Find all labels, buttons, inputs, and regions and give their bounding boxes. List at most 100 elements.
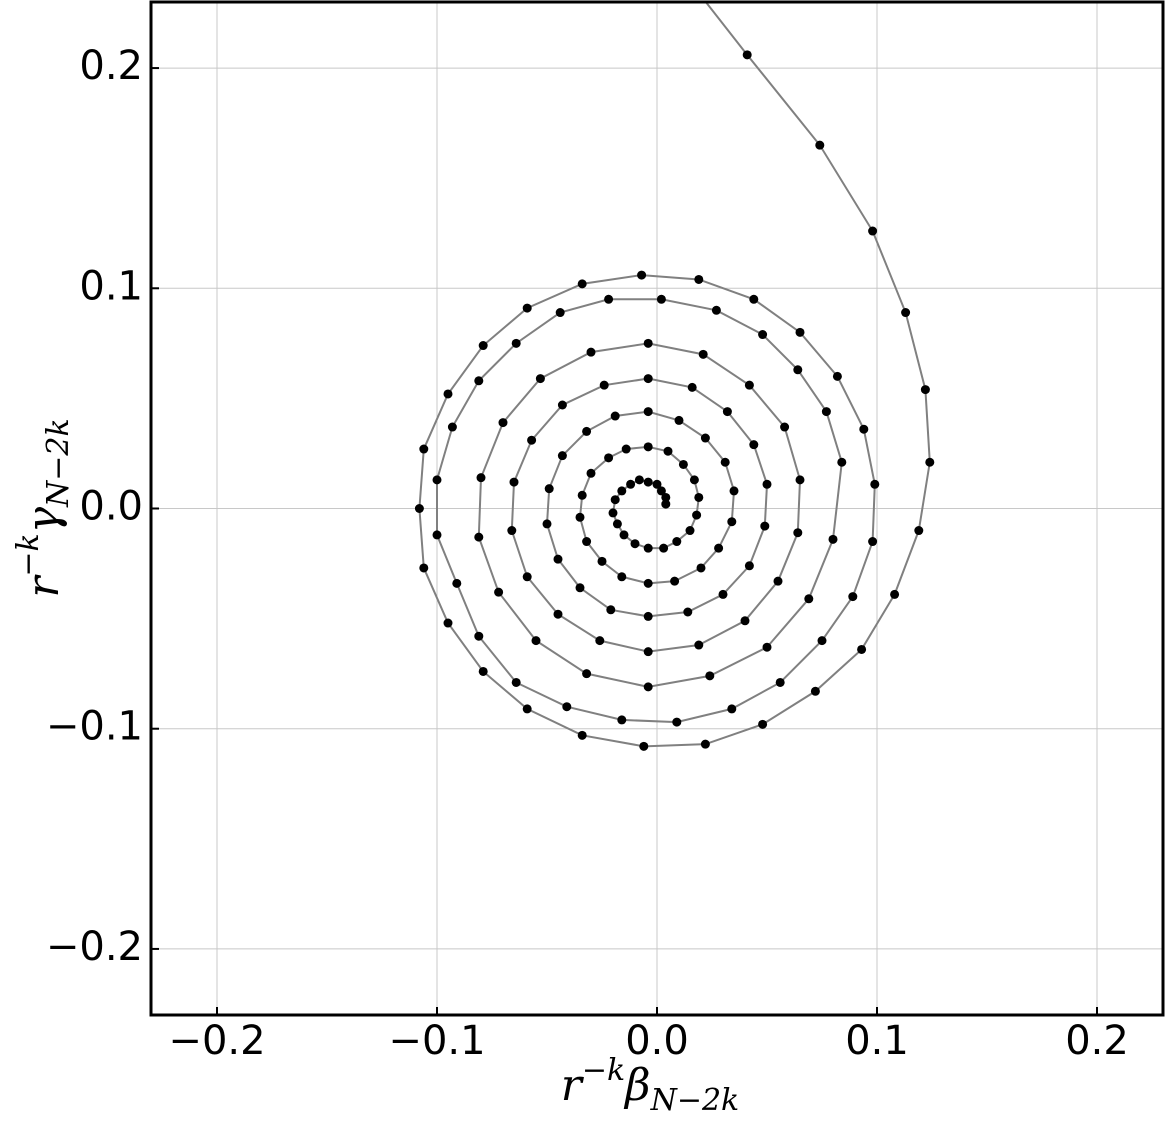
y-axis-label: r−kγN−2k (11, 418, 76, 597)
point (817, 636, 827, 646)
point (586, 468, 596, 478)
x-label-main: β (623, 1060, 650, 1111)
x-label-sup: −k (582, 1053, 625, 1088)
point (474, 376, 484, 386)
point (804, 594, 814, 604)
ticks: −0.2 −0.1 0.0 0.1 0.2 −0.2 −0.1 0.0 0.1 0.2 (46, 43, 1129, 1064)
point (848, 592, 858, 602)
x-label-base: r (561, 1060, 585, 1111)
point (617, 572, 627, 582)
point (626, 479, 636, 489)
point (432, 530, 442, 540)
point (780, 422, 790, 432)
point (610, 411, 620, 421)
point (722, 407, 732, 417)
point (555, 308, 565, 318)
point (795, 475, 805, 485)
point (575, 512, 585, 522)
point (729, 486, 739, 496)
point (597, 556, 607, 566)
point (494, 587, 504, 597)
point (659, 543, 669, 553)
point (760, 521, 770, 531)
point (727, 704, 737, 714)
point (478, 341, 488, 351)
x-label-sub: N−2k (650, 1083, 740, 1118)
point (740, 616, 750, 626)
point (542, 519, 552, 529)
point (643, 682, 653, 692)
x-tick-label: −0.2 (168, 1018, 265, 1064)
point (639, 741, 649, 751)
point (643, 374, 653, 384)
point (727, 517, 737, 527)
point (557, 400, 567, 410)
x-tick-label: 0.1 (845, 1018, 909, 1064)
point (749, 294, 759, 304)
point (557, 451, 567, 461)
point (643, 442, 653, 452)
point (821, 407, 831, 417)
x-axis-label: r−kβN−2k (561, 1053, 739, 1118)
line (418, 2, 931, 748)
point (474, 631, 484, 641)
point (775, 677, 785, 687)
point (890, 589, 900, 599)
point (696, 563, 706, 573)
point (656, 294, 666, 304)
point (700, 433, 710, 443)
point (815, 140, 825, 150)
point (577, 730, 587, 740)
point (575, 583, 585, 593)
point (837, 457, 847, 467)
point (586, 347, 596, 357)
point (606, 605, 616, 615)
point (859, 424, 869, 434)
point (522, 704, 532, 714)
y-tick-label: 0.2 (79, 43, 143, 89)
point (531, 636, 541, 646)
point (643, 477, 653, 487)
point (637, 270, 647, 280)
y-label-sub: N−2k (41, 418, 76, 508)
point (643, 407, 653, 417)
point (511, 338, 521, 348)
point (700, 739, 710, 749)
point (793, 528, 803, 538)
point (870, 479, 880, 489)
point (920, 385, 930, 395)
y-tick-label: −0.1 (46, 704, 143, 750)
point (452, 578, 462, 588)
point (694, 492, 704, 502)
point (705, 671, 715, 681)
point (595, 636, 605, 646)
point (678, 459, 688, 469)
point (562, 702, 572, 712)
point (577, 279, 587, 289)
point (617, 486, 627, 496)
point (661, 492, 671, 502)
x-tick-label: 0.2 (1065, 1018, 1129, 1064)
point (498, 418, 508, 428)
y-label-sup: −k (11, 533, 46, 576)
y-tick-label: −0.2 (46, 924, 143, 970)
point (617, 715, 627, 725)
point (810, 686, 820, 696)
point (414, 504, 424, 513)
point (478, 666, 488, 676)
point (619, 530, 629, 540)
point (868, 226, 878, 236)
point (621, 444, 631, 454)
point (582, 669, 592, 679)
point (522, 303, 532, 313)
point (692, 510, 702, 520)
point (758, 330, 768, 340)
point (828, 534, 838, 544)
point (643, 611, 653, 621)
point (694, 274, 704, 284)
point (604, 294, 614, 304)
point (643, 647, 653, 657)
point (718, 589, 728, 599)
